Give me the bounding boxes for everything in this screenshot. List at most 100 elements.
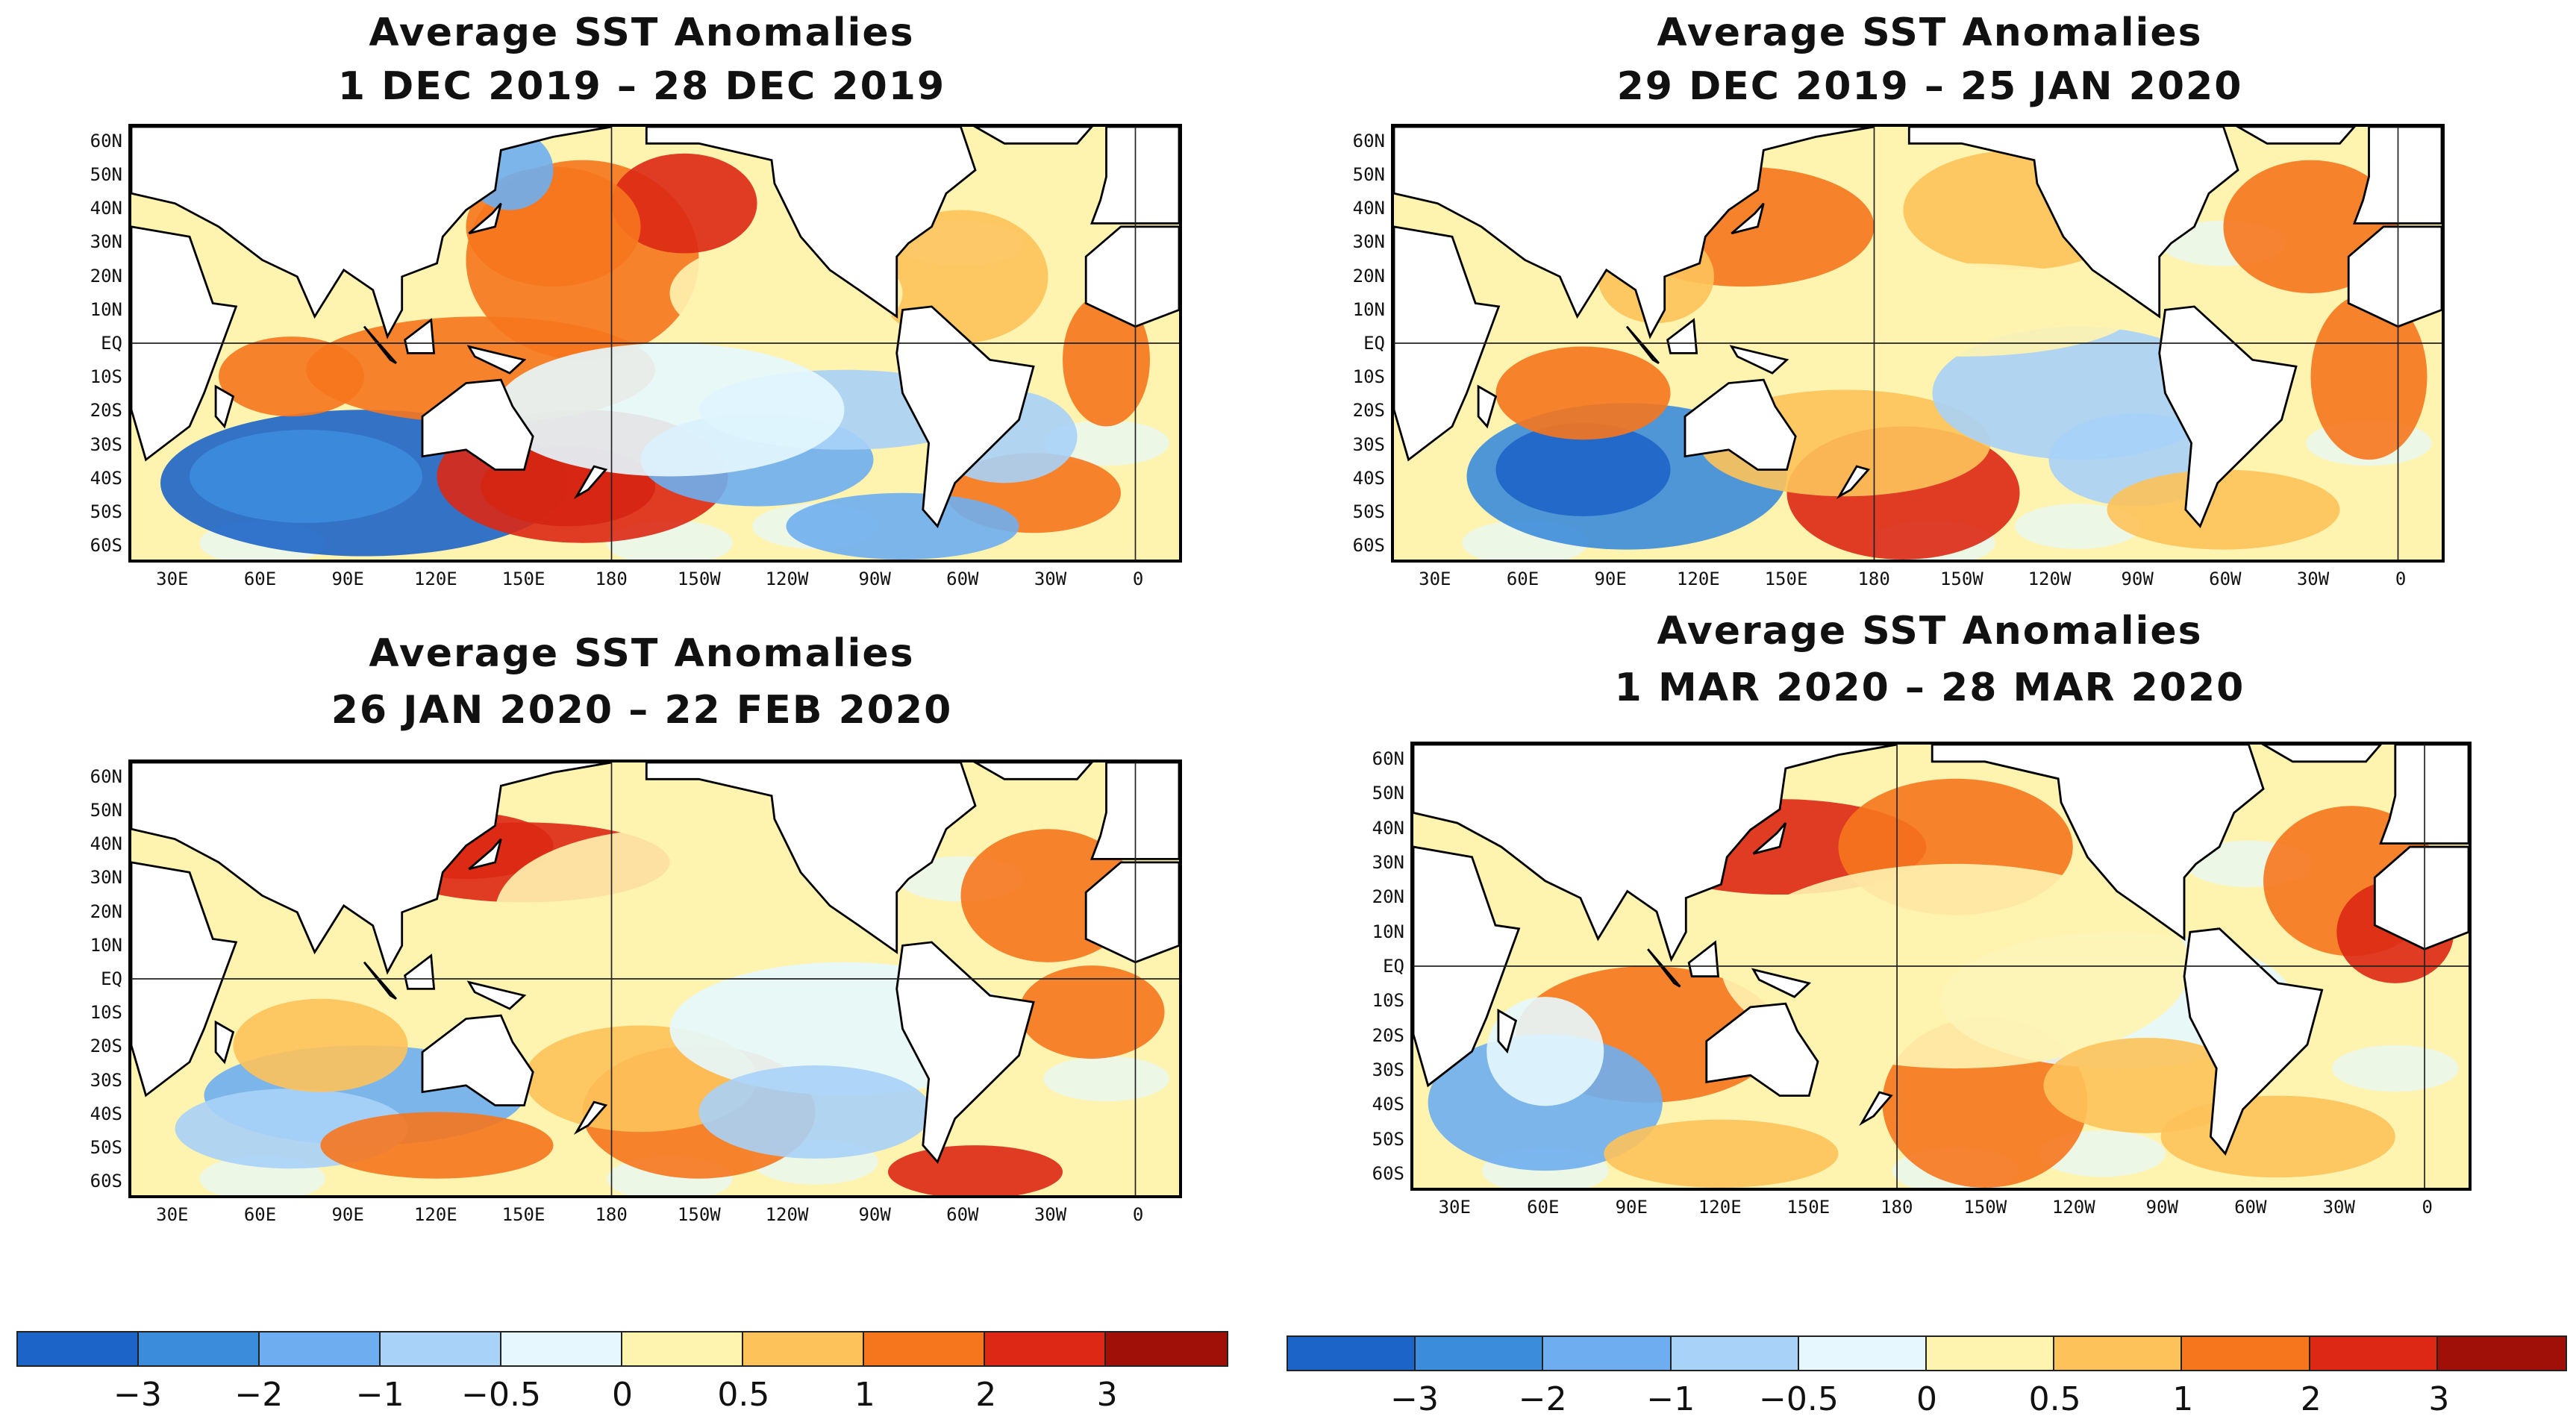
lon-tick-label: 30W [1034, 569, 1067, 589]
landmass [466, 345, 527, 375]
landmass [214, 384, 235, 429]
lat-tick-label: EQ [1363, 333, 1385, 354]
sst-panel-4: Average SST Anomalies 1 MAR 2020 – 28 MA… [1284, 604, 2576, 1268]
landmass [1731, 202, 1765, 235]
lat-tick-label: 20N [90, 901, 122, 922]
lat-tick-label: 20S [1352, 400, 1385, 422]
lat-tick-label: 40N [1352, 198, 1385, 219]
panel-3-title-line1: Average SST Anomalies [369, 631, 915, 676]
lon-tick-label: 60W [2209, 569, 2242, 589]
landmass [2236, 127, 2356, 145]
lat-tick-label: 10S [90, 366, 122, 388]
colorbar-swatch [985, 1332, 1106, 1365]
sst-anomaly-region [611, 153, 757, 254]
colorbar-swatches [16, 1331, 1228, 1367]
landmass [573, 465, 608, 500]
colorbar-swatch [1543, 1337, 1672, 1370]
lon-tick-label: 30W [2322, 1197, 2355, 1218]
colorbar-swatch [1671, 1337, 1799, 1370]
sst-anomaly-region [495, 343, 845, 477]
lon-tick-label: 60W [946, 569, 979, 589]
landmass [1751, 968, 1812, 998]
landmass [1666, 318, 1698, 354]
landmass [466, 980, 527, 1010]
lon-tick-label: 30E [1438, 1197, 1471, 1218]
lon-tick-label: 180 [1857, 569, 1890, 589]
sst-panel-1: Average SST Anomalies 1 DEC 2019 – 28 DE… [0, 0, 1284, 597]
lat-tick-label: 50N [1372, 783, 1404, 804]
landmass [1859, 1091, 1893, 1127]
lat-tick-label: 50S [90, 501, 122, 523]
colorbar-swatch [501, 1332, 622, 1365]
lon-tick-label: 120W [2051, 1197, 2095, 1218]
colorbar-tick-label: −2 [234, 1376, 284, 1414]
lat-tick-label: 20S [90, 400, 122, 422]
landmass [1477, 384, 1498, 429]
lon-tick-label: 90W [858, 1204, 891, 1225]
colorbar-swatch [2054, 1337, 2183, 1370]
lat-tick-label: 60S [1352, 535, 1385, 557]
lat-tick-label: 40N [90, 198, 122, 219]
landmass [2183, 927, 2324, 1156]
colorbar-tick-label: 0.5 [2028, 1380, 2081, 1418]
colorbar-swatch [1416, 1337, 1544, 1370]
lon-tick-label: 120W [765, 569, 809, 589]
lat-tick-label: EQ [1383, 956, 1404, 977]
sst-anomaly-region [786, 492, 1019, 560]
sst-anomaly-region [320, 1112, 554, 1179]
landmass [1729, 345, 1789, 375]
sst-anomaly-region [233, 998, 408, 1092]
lon-tick-label: 0 [1132, 1204, 1144, 1225]
lat-tick-label: 30N [90, 867, 122, 889]
lon-tick-label: 120W [765, 1204, 809, 1225]
landmass [2261, 745, 2383, 763]
lon-tick-label: 150W [1963, 1197, 2007, 1218]
sst-map-svg [1413, 745, 2469, 1188]
lat-tick-label: 30S [90, 1069, 122, 1091]
lon-tick-label: 90W [858, 569, 891, 589]
lat-tick-label: 10S [90, 1002, 122, 1024]
lat-tick-label: 60N [90, 765, 122, 787]
lat-tick-label: 50N [1352, 163, 1385, 185]
lat-tick-label: 30S [1372, 1059, 1404, 1080]
lat-tick-label: 40S [1352, 467, 1385, 489]
panel-1-title-line2: 1 DEC 2019 – 28 DEC 2019 [337, 64, 946, 109]
lat-tick-label: 50S [90, 1137, 122, 1159]
lon-tick-label: 150E [1786, 1197, 1831, 1218]
landmass [1705, 1002, 1819, 1097]
panel-4-title-line1: Average SST Anomalies [1657, 609, 2203, 654]
colorbar-tick-label: −3 [1390, 1380, 1439, 1418]
sst-anomaly-region [495, 829, 845, 996]
landmass [973, 127, 1093, 145]
lon-tick-label: 120W [2028, 569, 2072, 589]
lon-tick-label: 0 [1132, 569, 1144, 589]
landmass [421, 378, 534, 471]
colorbar-swatch [1106, 1332, 1227, 1365]
lon-tick-label: 30E [156, 569, 189, 589]
lat-tick-label: 50S [1372, 1128, 1404, 1150]
lon-tick-label: 180 [595, 1204, 628, 1225]
landmass [468, 202, 502, 235]
landmass [645, 127, 977, 319]
colorbar-swatch [381, 1332, 501, 1365]
lat-tick-label: 60N [1372, 748, 1404, 770]
colorbar-swatch [2182, 1337, 2310, 1370]
colorbar-tick-label: 0 [1916, 1380, 1937, 1418]
sst-anomaly-region [1495, 346, 1671, 440]
lon-tick-label: 30E [1419, 569, 1451, 589]
colorbar-right: −3 −2 −1 −0.5 0 0.5 1 2 3 [1287, 1335, 2567, 1418]
lat-tick-label: 40N [90, 833, 122, 855]
lat-tick-label: EQ [101, 968, 122, 989]
anomaly-neutral-region [1043, 1056, 1169, 1102]
lon-tick-label: 90E [1594, 569, 1627, 589]
landmass [404, 953, 436, 990]
landmass [573, 1100, 608, 1136]
lon-tick-label: 150E [1764, 569, 1808, 589]
sst-anomaly-region [1019, 965, 1165, 1059]
lon-tick-label: 150E [501, 1204, 545, 1225]
sst-anomaly-region [698, 1065, 932, 1159]
landmass [1413, 745, 1898, 962]
lon-tick-label: 60W [946, 1204, 979, 1225]
sst-panel-3: Average SST Anomalies 26 JAN 2020 – 22 F… [0, 627, 1284, 1268]
colorbar-swatch [864, 1332, 985, 1365]
